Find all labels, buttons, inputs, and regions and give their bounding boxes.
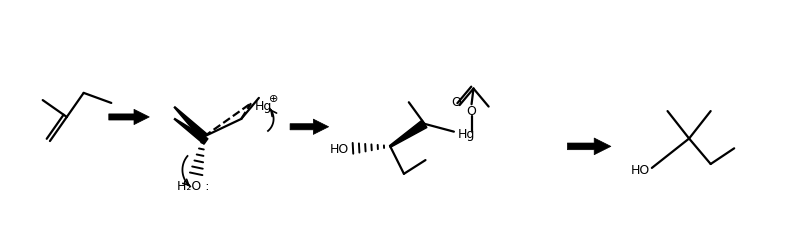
Text: O: O	[450, 95, 461, 108]
Text: Hg: Hg	[458, 128, 475, 140]
Polygon shape	[174, 107, 206, 140]
Text: HO: HO	[630, 164, 650, 177]
Text: H₂O :: H₂O :	[177, 179, 209, 192]
Text: ⊕: ⊕	[269, 94, 278, 104]
Text: O: O	[466, 104, 477, 117]
Polygon shape	[390, 121, 427, 148]
Text: HO: HO	[330, 142, 349, 155]
Polygon shape	[174, 119, 208, 145]
Text: Hg: Hg	[255, 99, 272, 112]
